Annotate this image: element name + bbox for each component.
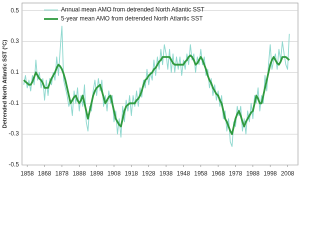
x-tick-label: 1888 [73, 172, 87, 178]
x-tick-label: 2008 [281, 172, 295, 178]
legend-label: Annual mean AMO from detrended North Atl… [61, 8, 205, 14]
x-tick-label: 1988 [246, 172, 260, 178]
y-tick-label: 0.1 [11, 70, 20, 76]
x-tick-label: 1928 [142, 172, 156, 178]
plot-frame [21, 2, 299, 166]
page: {"chart_data": {"type": "line", "y_label… [2, 2, 299, 178]
x-tick-label: 1948 [177, 172, 191, 178]
legend-label: 5-year mean AMO from detrended North Atl… [61, 17, 203, 23]
x-tick-label: 1978 [229, 172, 243, 178]
x-tick-label: 1968 [211, 172, 225, 178]
data-line [23, 54, 290, 136]
y-tick-label: -0.5 [9, 163, 20, 169]
x-tick-label: 1858 [21, 172, 35, 178]
x-tick-label: 1918 [125, 172, 139, 178]
y-axis-title: Detrended North Atlantic SST (°C) [2, 40, 8, 129]
x-tick-label: 1938 [159, 172, 173, 178]
x-tick-label: 1958 [194, 172, 208, 178]
x-tick-label: 1878 [55, 172, 69, 178]
y-tick-label: 0.5 [11, 8, 20, 14]
x-tick-label: 1998 [264, 172, 278, 178]
y-tick-label: 0.3 [11, 39, 20, 45]
y-tick-label: -0.3 [9, 132, 20, 138]
chart: Detrended North Atlantic SST (°C) 0.5 0.3… [2, 2, 299, 178]
y-tick-label: -0.1 [9, 101, 20, 107]
x-tick-label: 1908 [107, 172, 121, 178]
x-tick-label: 1898 [90, 172, 104, 178]
x-tick-label: 1868 [38, 172, 52, 178]
